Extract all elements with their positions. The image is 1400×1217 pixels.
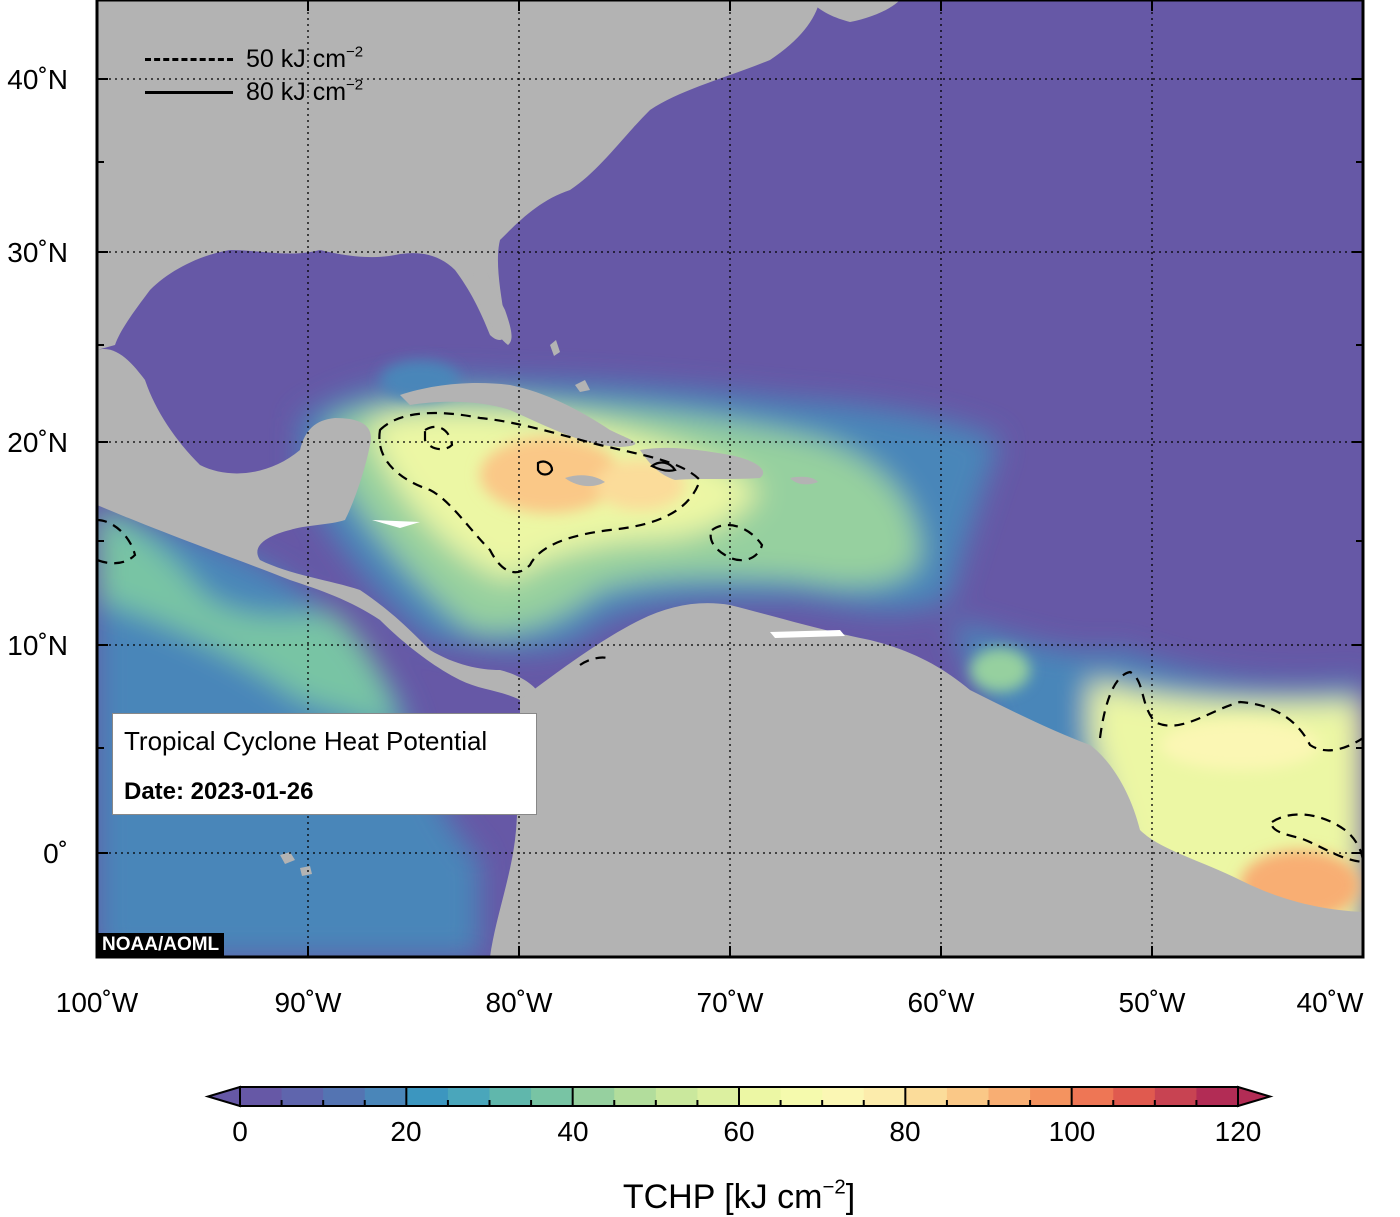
lon-label-40w: 40˚W [1296,987,1364,1018]
colorbar-title: TCHP [kJ cm−2] [622,1176,856,1216]
colorbar-segment [988,1087,1031,1106]
legend-solid-line [145,91,233,94]
lon-label-90w: 90˚W [274,987,342,1018]
colorbar-segment [281,1087,324,1106]
lon-label-80w: 80˚W [485,987,553,1018]
land [97,0,1363,957]
land-puerto-rico [790,476,818,485]
colorbar-tick-label: 120 [1214,1116,1262,1147]
land-bahamas [550,340,590,392]
colorbar-segment [614,1087,657,1106]
contour-50-eq-atlantic [1098,670,1363,752]
contour-50-eq-south [1270,813,1363,864]
contour-50-jamaica-east [709,523,764,562]
colorbar-segment [739,1087,782,1106]
colorbar-tick-label: 60 [723,1116,755,1147]
land-galapagos [280,852,312,876]
lat-label-0: 0˚ [43,838,68,869]
tchp-hotspot-equator [1160,720,1320,770]
colorbar-segment [240,1087,283,1106]
tchp-hotspot-cayman [480,437,620,513]
land-north-america [97,0,820,350]
colorbar-segments [240,1087,1239,1106]
colorbar-segment [1154,1087,1198,1106]
lat-label-40n: 40˚N [7,64,68,95]
colorbar-tick-label: 0 [232,1116,248,1147]
land-south-america [490,603,1363,957]
contour-50-caribbean [378,411,702,574]
lon-label-70w: 70˚W [696,987,764,1018]
legend-dashed-label: 50 kJ cm−2 [246,43,364,74]
tchp-epac-green [97,510,400,730]
colorbar-ticks [239,1087,1239,1106]
colorbar-segment [323,1087,366,1106]
colorbar-segment [447,1087,491,1106]
colorbar-segment [1030,1087,1073,1106]
colorbar-tick-label: 100 [1048,1116,1096,1147]
legend-solid-label: 80 kJ cm−2 [246,76,364,107]
land-jamaica [565,475,605,487]
colorbar-segment [863,1087,906,1106]
lat-label-30n: 30˚N [7,237,68,268]
land-mexico-central-america [97,349,540,700]
colorbar-segment [655,1087,699,1106]
land-hispaniola [640,447,764,480]
colorbar-tick-label: 80 [889,1116,921,1147]
colorbar-segment [1113,1087,1156,1106]
info-title: Tropical Cyclone Heat Potential [124,726,488,756]
lon-label-60w: 60˚W [907,987,975,1018]
lat-label-10n: 10˚N [7,630,68,661]
lon-label-50w: 50˚W [1118,987,1186,1018]
colorbar-max-arrow [1237,1085,1274,1108]
colorbar-segment [1071,1087,1114,1106]
graticule [97,0,1363,957]
colorbar-tick-label: 40 [557,1116,589,1147]
contour-50-epac [97,518,137,565]
info-date: Date: 2023-01-26 [124,778,314,805]
credit-badge: NOAA/AOML [97,933,225,957]
contour-80-haiti [649,461,677,472]
colorbar-min-arrow [204,1085,241,1108]
colorbar-segment [780,1087,823,1106]
lon-label-100w: 100˚W [55,987,139,1018]
colorbar-segment [531,1087,574,1106]
tchp-lesser-antilles-green [970,648,1030,692]
contour-50-small-west [423,425,454,451]
coast-details [372,520,845,638]
contours [97,411,1363,864]
colorbar-segment [489,1087,532,1106]
land-cuba [400,383,636,447]
info-box: Tropical Cyclone Heat Potential Date: 20… [112,713,537,815]
land-florida [473,255,512,345]
colorbar-segment [946,1087,990,1106]
colorbar-segment [572,1087,615,1106]
colorbar-segment [1196,1087,1239,1106]
colorbar-segment [822,1087,865,1106]
colorbar-segment [905,1087,948,1106]
colorbar-tick-label: 20 [390,1116,422,1147]
colorbar-segment [697,1087,740,1106]
contour-80-cayman [536,460,554,476]
colorbar-segment [364,1087,407,1106]
colorbar-segment [406,1087,449,1106]
map-ticks [97,0,1363,957]
legend-dashed-line [145,58,233,61]
lat-label-20n: 20˚N [7,427,68,458]
contour-50-sa-coast [579,656,613,666]
land-maritimes [810,0,900,22]
